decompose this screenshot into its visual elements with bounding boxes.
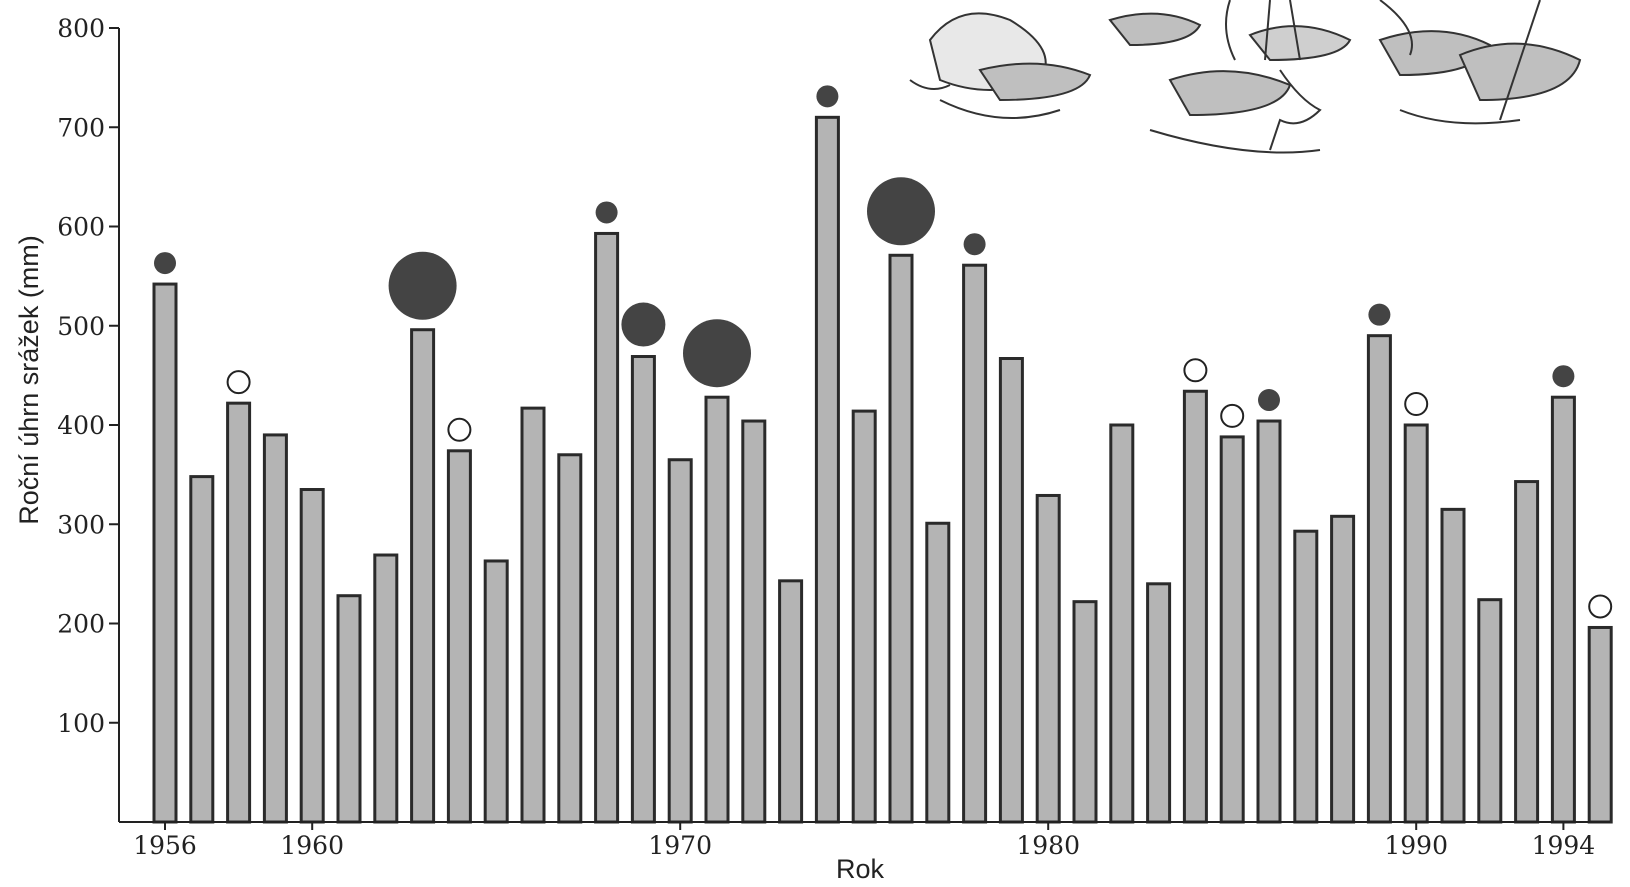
- x-tick-label: 1980: [1016, 831, 1080, 860]
- bar-1990: [1403, 423, 1429, 824]
- marker-1969: [621, 302, 666, 347]
- marker-1963: [388, 251, 457, 320]
- y-axis-title: Roční úhrn srážek (mm): [14, 235, 44, 525]
- bar-1993: [1514, 480, 1540, 824]
- bar-1988: [1330, 514, 1356, 824]
- bar-1967: [557, 453, 583, 824]
- bar-1977: [925, 521, 951, 824]
- bar-1976: [888, 253, 914, 824]
- x-axis-ticks: 1956 1960 1970 1980 1990 1994: [133, 822, 1595, 860]
- bar-1957: [189, 475, 215, 824]
- x-tick-label: 1990: [1384, 831, 1448, 860]
- y-axis-ticks: 100 200 300 400 500 600 700 800: [57, 14, 119, 738]
- y-tick-label: 500: [57, 312, 105, 341]
- bar-1982: [1109, 423, 1135, 824]
- bar-1992: [1477, 598, 1503, 824]
- bar-1983: [1146, 582, 1172, 824]
- x-tick-label: 1956: [133, 831, 197, 860]
- bar-1970: [667, 458, 693, 824]
- bar-1979: [998, 357, 1024, 824]
- marker-1984: [1183, 358, 1208, 383]
- bar-1981: [1072, 600, 1098, 824]
- bird-colony-illustration: [909, 0, 1582, 154]
- bar-1986: [1256, 419, 1282, 824]
- bar-1956: [152, 282, 178, 824]
- marker-1989: [1368, 303, 1391, 326]
- bar-1958: [226, 401, 252, 824]
- bar-1971: [704, 395, 730, 824]
- bar-1987: [1293, 529, 1319, 824]
- bar-1969: [630, 355, 656, 824]
- bar-1991: [1440, 507, 1466, 824]
- bar-1995: [1587, 625, 1613, 824]
- bar-1984: [1182, 389, 1208, 824]
- marker-1958: [226, 370, 251, 395]
- y-tick-label: 300: [57, 510, 105, 539]
- y-tick-label: 800: [57, 14, 105, 43]
- bar-1985: [1219, 435, 1245, 824]
- y-tick-label: 100: [57, 709, 105, 738]
- bar-1989: [1366, 334, 1392, 824]
- y-tick-label: 400: [57, 411, 105, 440]
- bar-1978: [962, 263, 988, 824]
- marker-1985: [1220, 403, 1245, 428]
- y-tick-label: 200: [57, 610, 105, 639]
- marker-1995: [1588, 594, 1613, 619]
- bar-1975: [851, 409, 877, 824]
- bar-1961: [336, 594, 362, 824]
- bar-1960: [299, 488, 325, 824]
- marker-1974: [816, 85, 839, 108]
- bar-1963: [410, 328, 436, 824]
- bar-1968: [594, 231, 620, 824]
- marker-1964: [447, 417, 472, 442]
- y-tick-label: 700: [57, 113, 105, 142]
- marker-1978: [963, 233, 986, 256]
- x-tick-label: 1970: [648, 831, 712, 860]
- x-tick-label: 1960: [280, 831, 344, 860]
- marker-1986: [1258, 389, 1280, 412]
- marker-1990: [1404, 392, 1429, 416]
- bar-1994: [1550, 395, 1576, 824]
- bar-1964: [446, 449, 472, 824]
- bar-1966: [520, 406, 546, 824]
- bar-1962: [373, 553, 399, 824]
- markers-group: [154, 85, 1613, 619]
- bar-1980: [1035, 493, 1061, 824]
- marker-1968: [595, 201, 618, 224]
- marker-1994: [1552, 365, 1575, 388]
- bar-1974: [814, 115, 840, 824]
- bar-1972: [741, 419, 767, 824]
- marker-1956: [154, 252, 176, 275]
- bar-1973: [778, 579, 804, 824]
- bar-1965: [483, 559, 509, 824]
- marker-1976: [867, 177, 935, 246]
- marker-1971: [683, 319, 751, 388]
- y-tick-label: 600: [57, 213, 105, 242]
- x-tick-label: 1994: [1532, 831, 1596, 860]
- bar-1959: [262, 433, 288, 824]
- x-axis-title: Rok: [836, 854, 885, 884]
